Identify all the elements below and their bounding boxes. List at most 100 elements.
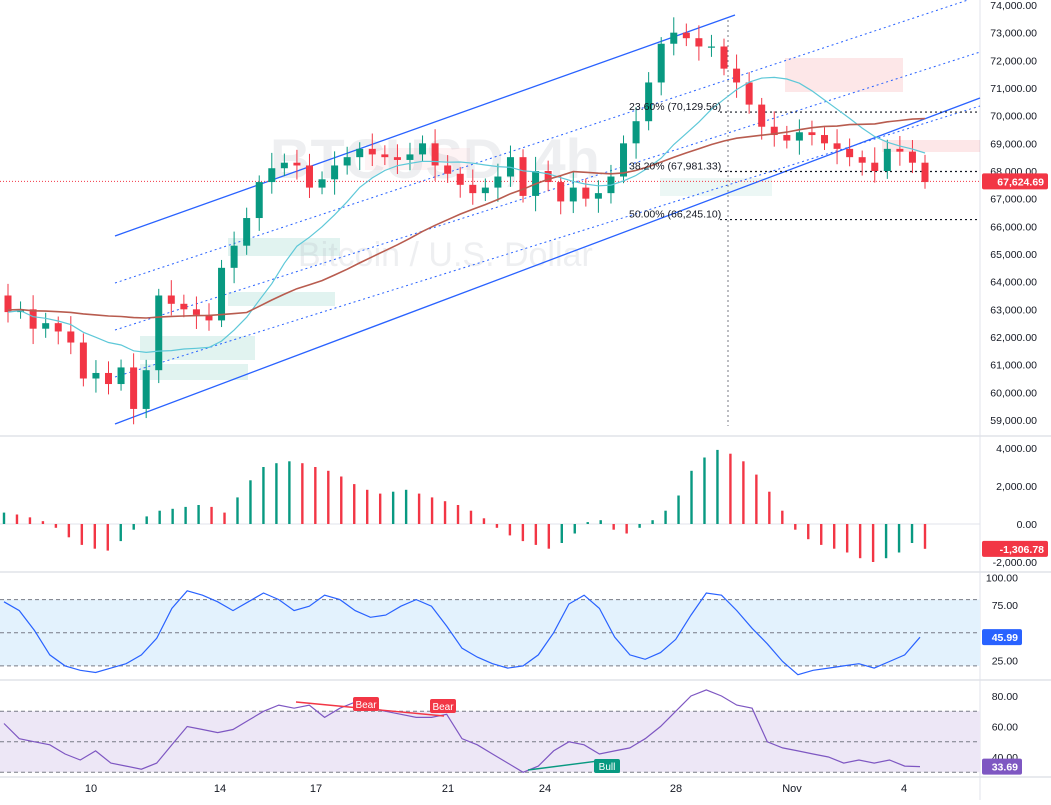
candle-body: [707, 46, 715, 48]
macd-histogram-bar: [625, 524, 628, 534]
macd-histogram-bar: [210, 506, 213, 524]
macd-histogram-bar: [884, 524, 888, 559]
macd-histogram-bar: [716, 449, 719, 524]
macd-histogram-bar: [391, 491, 395, 524]
macd-histogram-bar: [599, 520, 602, 524]
macd-histogram-bar: [158, 510, 161, 524]
macd-histogram-bar: [171, 508, 174, 524]
rsi-line: [3, 689, 921, 773]
candle-body: [205, 314, 213, 321]
macd-histogram-bar: [897, 524, 901, 553]
candle-body: [419, 143, 427, 155]
candle-body: [544, 171, 552, 183]
bear-signal-badge: [430, 699, 456, 713]
macd-histogram-bar: [482, 518, 486, 524]
candle-body: [808, 132, 816, 136]
candle-body: [218, 267, 226, 321]
candle-body: [29, 309, 37, 329]
macd-histogram-bar: [586, 522, 589, 524]
macd-histogram-bar: [119, 524, 122, 542]
supply-demand-zone: [140, 364, 248, 380]
price-tick-label: 69,000.00: [990, 138, 1037, 150]
macd-histogram-bar: [807, 524, 810, 540]
macd-histogram-bar: [2, 512, 6, 524]
date-tick-label: 28: [670, 783, 682, 795]
macd-histogram-bar: [521, 524, 525, 542]
candle-body: [720, 46, 728, 69]
stoch-line: [3, 590, 921, 676]
stoch-tick-label: 75.00: [992, 600, 1018, 612]
candle-body: [833, 143, 841, 149]
macd-value-text: -1,306.78: [1000, 544, 1045, 556]
macd-histogram-bar: [262, 467, 265, 524]
channel-dotted-line: [114, 51, 981, 331]
candle-body: [670, 32, 678, 44]
price-tick-label: 73,000.00: [990, 28, 1037, 40]
candle-body: [305, 165, 313, 188]
candle-body: [92, 372, 100, 379]
candle-body: [519, 157, 527, 196]
stoch-value-tag: [982, 629, 1022, 646]
candle-body: [795, 132, 803, 141]
candle-body: [192, 309, 200, 315]
bear-signal-badge: [353, 697, 379, 711]
price-tick-label: 70,000.00: [990, 111, 1037, 123]
price-tick-label: 72,000.00: [990, 55, 1037, 67]
price-tick-label: 64,000.00: [990, 277, 1037, 289]
stoch-value-text: 45.99: [992, 632, 1018, 644]
macd-histogram-bar: [378, 493, 382, 524]
macd-histogram-bar: [910, 524, 914, 543]
macd-histogram-bar: [67, 524, 71, 538]
candle-body: [871, 162, 879, 171]
date-tick-label: 14: [214, 783, 226, 795]
candle-body: [130, 367, 138, 409]
bear-signal-label: Bear: [432, 702, 454, 713]
candle-body: [645, 82, 653, 122]
candle-body: [79, 342, 87, 379]
candle-body: [569, 187, 577, 202]
rsi-tick-label: 60.00: [992, 722, 1018, 734]
macd-histogram-bar: [54, 524, 58, 528]
candle-body: [858, 157, 866, 163]
macd-histogram-bar: [677, 495, 680, 524]
macd-histogram-bar: [573, 524, 576, 534]
price-tick-label: 71,000.00: [990, 83, 1037, 95]
sma-fast-line: [7, 76, 926, 354]
candle-body: [620, 143, 628, 177]
macd-histogram-bar: [495, 524, 499, 528]
macd-histogram-bar: [301, 463, 304, 524]
candle-body: [908, 151, 916, 163]
macd-histogram-bar: [236, 497, 239, 524]
macd-histogram-bar: [41, 521, 45, 524]
candle-body: [582, 187, 590, 199]
fib-level-label: 23.60% (70,129.56): [629, 101, 721, 113]
macd-histogram-bar: [93, 524, 97, 549]
supply-demand-zone: [785, 58, 903, 92]
macd-histogram-bar: [729, 453, 732, 524]
bull-divergence-line: [527, 759, 607, 771]
date-tick-label: 21: [442, 783, 454, 795]
macd-histogram-bar: [327, 470, 330, 524]
candle-body: [494, 176, 502, 188]
macd-histogram-bar: [340, 476, 343, 524]
candle-body: [343, 157, 351, 166]
bull-signal-label: Bull: [599, 762, 616, 773]
candle-body: [142, 370, 150, 409]
macd-histogram-bar: [664, 510, 667, 524]
price-tick-label: 66,000.00: [990, 221, 1037, 233]
candle-body: [783, 135, 791, 141]
price-tick-label: 61,000.00: [990, 360, 1037, 372]
candle-body: [381, 154, 389, 158]
macd-histogram-bar: [768, 491, 771, 524]
macd-histogram-bar: [80, 524, 84, 545]
candle-body: [444, 165, 452, 174]
macd-histogram-bar: [223, 512, 226, 524]
date-tick-label: 24: [539, 783, 551, 795]
macd-histogram-bar: [560, 524, 563, 543]
candle-body: [167, 295, 175, 304]
rsi-tick-label: 80.00: [992, 691, 1018, 703]
macd-histogram-bar: [755, 474, 758, 524]
candle-body: [318, 179, 326, 188]
